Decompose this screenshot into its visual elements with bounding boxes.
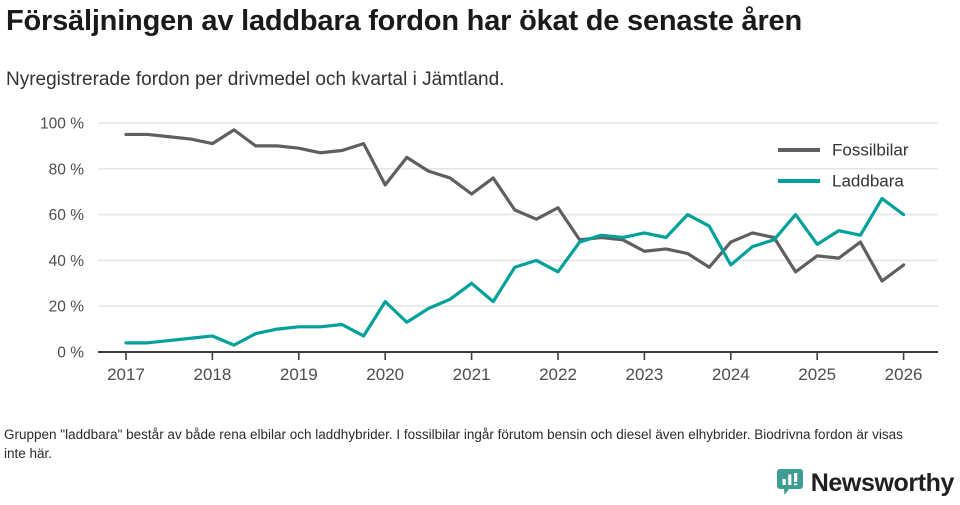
y-axis-tick-label: 20 % <box>49 299 85 316</box>
x-axis-tick-label: 2020 <box>366 365 404 384</box>
x-axis-tick-label: 2024 <box>712 365 750 384</box>
y-axis-tick-label: 40 % <box>49 253 85 270</box>
series-lines <box>124 128 906 347</box>
x-axis-labels: 2017 2018 2019 2020 2021 2022 2023 2024 2025 2026 <box>107 365 922 384</box>
x-axis-tick-label: 2025 <box>798 365 836 384</box>
y-axis-tick-label: 100 % <box>40 116 84 133</box>
y-axis-tick-label: 60 % <box>49 207 85 224</box>
x-axis-tick-label: 2017 <box>107 365 145 384</box>
page-title: Försäljningen av laddbara fordon har öka… <box>6 5 802 37</box>
newsworthy-logo: Newsworthy <box>776 467 955 499</box>
x-axis-tick-label: 2022 <box>539 365 577 384</box>
gridlines <box>98 122 938 353</box>
legend-label: Fossilbilar <box>832 140 909 159</box>
bar-chart-speech-bubble-icon <box>776 469 803 497</box>
legend-label: Laddbara <box>832 171 904 190</box>
x-axis <box>125 352 905 360</box>
x-axis-tick-label: 2019 <box>280 365 318 384</box>
x-axis-tick-label: 2018 <box>193 365 231 384</box>
chart-footnote: Gruppen "laddbara" består av både rena e… <box>4 427 903 461</box>
chart-legend: Fossilbilar Laddbara <box>778 140 909 190</box>
x-axis-tick-label: 2021 <box>453 365 491 384</box>
series-line <box>124 196 906 347</box>
series-line <box>124 128 906 283</box>
x-axis-tick-label: 2023 <box>625 365 663 384</box>
logo-text: Newsworthy <box>810 469 955 497</box>
chart-svg: 0 % 20 % 40 % 60 % 80 % 100 % 2017 2018 2019 202… <box>40 116 938 384</box>
page-subtitle: Nyregistrerade fordon per drivmedel och … <box>6 69 505 90</box>
x-axis-tick-label: 2026 <box>885 365 923 384</box>
y-axis-tick-label: 0 % <box>57 345 84 362</box>
y-axis-labels: 0 % 20 % 40 % 60 % 80 % 100 % <box>40 116 84 362</box>
y-axis-tick-label: 80 % <box>49 161 85 178</box>
line-chart: 0 % 20 % 40 % 60 % 80 % 100 % 2017 2018 2019 202… <box>0 105 960 390</box>
